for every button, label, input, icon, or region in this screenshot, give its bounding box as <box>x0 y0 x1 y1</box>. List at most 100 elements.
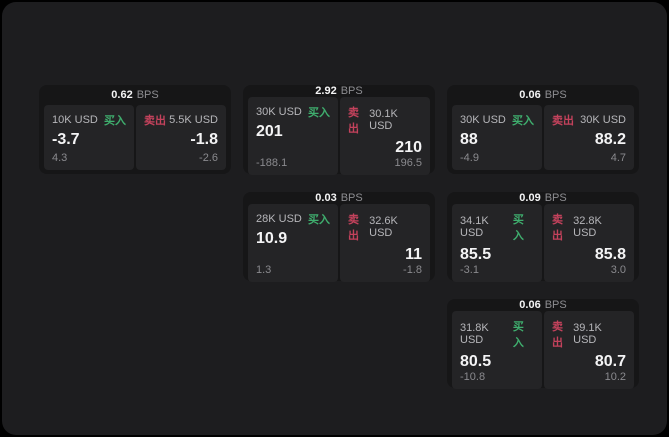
sell-tag: 卖出 <box>348 107 359 135</box>
buy-delta: 1.3 <box>256 264 272 277</box>
buy-panel-top: 34.1K USD 买入 <box>460 211 534 243</box>
buy-delta: -4.9 <box>460 152 479 164</box>
sell-tag: 卖出 <box>348 214 359 242</box>
buy-price: 80.5 <box>460 353 492 370</box>
sell-panel-top: 卖出 30K USD <box>552 112 626 128</box>
buy-panel-top: 28K USD 买入 <box>256 211 330 227</box>
sell-delta: 196.5 <box>394 157 422 170</box>
sell-price: -1.8 <box>190 131 218 148</box>
card-header: 0.62 BPS <box>44 85 226 105</box>
bps-value: 0.06 <box>519 89 541 101</box>
buy-panel-top: 30K USD 买入 <box>460 112 534 128</box>
buy-delta: -188.1 <box>256 157 288 170</box>
sell-price: 11 <box>405 246 422 263</box>
buy-panel[interactable]: 28K USD 买入 10.9 1.3 <box>248 204 338 283</box>
sell-panel-top: 卖出 39.1K USD <box>552 318 626 350</box>
sell-tag: 卖出 <box>144 115 166 127</box>
quote-panels: 34.1K USD 买入 85.5 -3.1 卖出 32.8K USD 85.8… <box>452 204 634 283</box>
sell-amount: 32.6K USD <box>369 215 398 239</box>
buy-tag: 买入 <box>308 214 330 226</box>
buy-panel[interactable]: 30K USD 买入 88 -4.9 <box>452 105 542 170</box>
quote-card: 0.62 BPS 10K USD 买入 -3.7 4.3 卖出 5.5K USD… <box>39 85 231 174</box>
sell-panel[interactable]: 卖出 32.6K USD 11 -1.8 <box>340 204 430 283</box>
sell-delta: 3.0 <box>610 264 626 277</box>
sell-tag: 卖出 <box>552 321 563 349</box>
quote-card: 0.06 BPS 30K USD 买入 88 -4.9 卖出 30K USD 8… <box>447 85 639 174</box>
buy-tag: 买入 <box>104 115 126 127</box>
buy-panel[interactable]: 10K USD 买入 -3.7 4.3 <box>44 105 134 170</box>
sell-panel-top: 卖出 5.5K USD <box>144 112 218 128</box>
buy-panel[interactable]: 34.1K USD 买入 85.5 -3.1 <box>452 204 542 283</box>
buy-panel-top: 30K USD 买入 <box>256 104 330 120</box>
sell-delta: 10.2 <box>604 371 626 384</box>
sell-panel-top: 卖出 30.1K USD <box>348 104 422 136</box>
sell-tag: 卖出 <box>552 115 574 127</box>
buy-panel[interactable]: 31.8K USD 买入 80.5 -10.8 <box>452 311 542 390</box>
sell-price: 85.8 <box>594 246 626 263</box>
sell-panel[interactable]: 卖出 32.8K USD 85.8 3.0 <box>544 204 634 283</box>
sell-panel[interactable]: 卖出 5.5K USD -1.8 -2.6 <box>136 105 226 170</box>
sell-price: 88.2 <box>594 131 626 148</box>
buy-price: 10.9 <box>256 230 288 247</box>
sell-delta: 4.7 <box>610 152 626 164</box>
bps-unit-label: BPS <box>136 89 159 101</box>
buy-amount: 30K USD <box>460 114 506 126</box>
buy-price: 88 <box>460 131 478 148</box>
buy-delta: -10.8 <box>460 371 486 384</box>
buy-price: -3.7 <box>52 131 80 148</box>
bps-unit-label: BPS <box>544 299 567 311</box>
card-header: 0.06 BPS <box>452 299 634 311</box>
sell-amount: 30.1K USD <box>369 108 398 132</box>
sell-amount: 39.1K USD <box>573 322 602 346</box>
sell-delta: -2.6 <box>199 152 218 164</box>
quote-panels: 31.8K USD 买入 80.5 -10.8 卖出 39.1K USD 80.… <box>452 311 634 390</box>
bps-unit-label: BPS <box>340 192 363 204</box>
quote-panels: 10K USD 买入 -3.7 4.3 卖出 5.5K USD -1.8 -2.… <box>44 105 226 170</box>
bps-value: 0.03 <box>315 192 337 204</box>
bps-unit-label: BPS <box>340 85 363 97</box>
card-header: 0.06 BPS <box>452 85 634 105</box>
buy-panel-top: 10K USD 买入 <box>52 112 126 128</box>
bps-value: 0.62 <box>111 89 133 101</box>
sell-amount: 32.8K USD <box>573 215 602 239</box>
buy-tag: 买入 <box>512 214 524 242</box>
quote-card: 0.06 BPS 31.8K USD 买入 80.5 -10.8 卖出 39.1… <box>447 299 639 390</box>
quote-card: 2.92 BPS 30K USD 买入 201 -188.1 卖出 30.1K … <box>243 85 435 176</box>
quote-card: 0.03 BPS 28K USD 买入 10.9 1.3 卖出 32.6K US… <box>243 192 435 283</box>
buy-price: 201 <box>256 123 283 140</box>
buy-panel[interactable]: 30K USD 买入 201 -188.1 <box>248 97 338 176</box>
buy-amount: 34.1K USD <box>460 215 489 239</box>
bps-unit-label: BPS <box>544 89 567 101</box>
buy-amount: 30K USD <box>256 106 302 118</box>
quote-panels: 30K USD 买入 88 -4.9 卖出 30K USD 88.2 4.7 <box>452 105 634 170</box>
sell-delta: -1.8 <box>403 264 422 277</box>
sell-panel[interactable]: 卖出 30K USD 88.2 4.7 <box>544 105 634 170</box>
sell-tag: 卖出 <box>552 214 563 242</box>
buy-delta: -3.1 <box>460 264 479 277</box>
buy-tag: 买入 <box>512 115 534 127</box>
bps-value: 0.06 <box>519 299 541 311</box>
bps-value: 2.92 <box>315 85 337 97</box>
sell-panel[interactable]: 卖出 39.1K USD 80.7 10.2 <box>544 311 634 390</box>
quote-card: 0.09 BPS 34.1K USD 买入 85.5 -3.1 卖出 32.8K… <box>447 192 639 283</box>
bps-unit-label: BPS <box>544 192 567 204</box>
sell-amount: 30K USD <box>580 114 626 126</box>
sell-amount: 5.5K USD <box>169 114 218 126</box>
buy-delta: 4.3 <box>52 152 68 164</box>
sell-price: 210 <box>395 139 422 156</box>
card-header: 2.92 BPS <box>248 85 430 97</box>
sell-panel-top: 卖出 32.6K USD <box>348 211 422 243</box>
sell-panel-top: 卖出 32.8K USD <box>552 211 626 243</box>
buy-amount: 10K USD <box>52 114 98 126</box>
bps-value: 0.09 <box>519 192 541 204</box>
buy-tag: 买入 <box>512 321 524 349</box>
card-header: 0.09 BPS <box>452 192 634 204</box>
buy-tag: 买入 <box>308 107 330 119</box>
buy-amount: 28K USD <box>256 213 302 225</box>
quote-panels: 30K USD 买入 201 -188.1 卖出 30.1K USD 210 1… <box>248 97 430 176</box>
buy-amount: 31.8K USD <box>460 322 489 346</box>
sell-panel[interactable]: 卖出 30.1K USD 210 196.5 <box>340 97 430 176</box>
buy-price: 85.5 <box>460 246 492 263</box>
